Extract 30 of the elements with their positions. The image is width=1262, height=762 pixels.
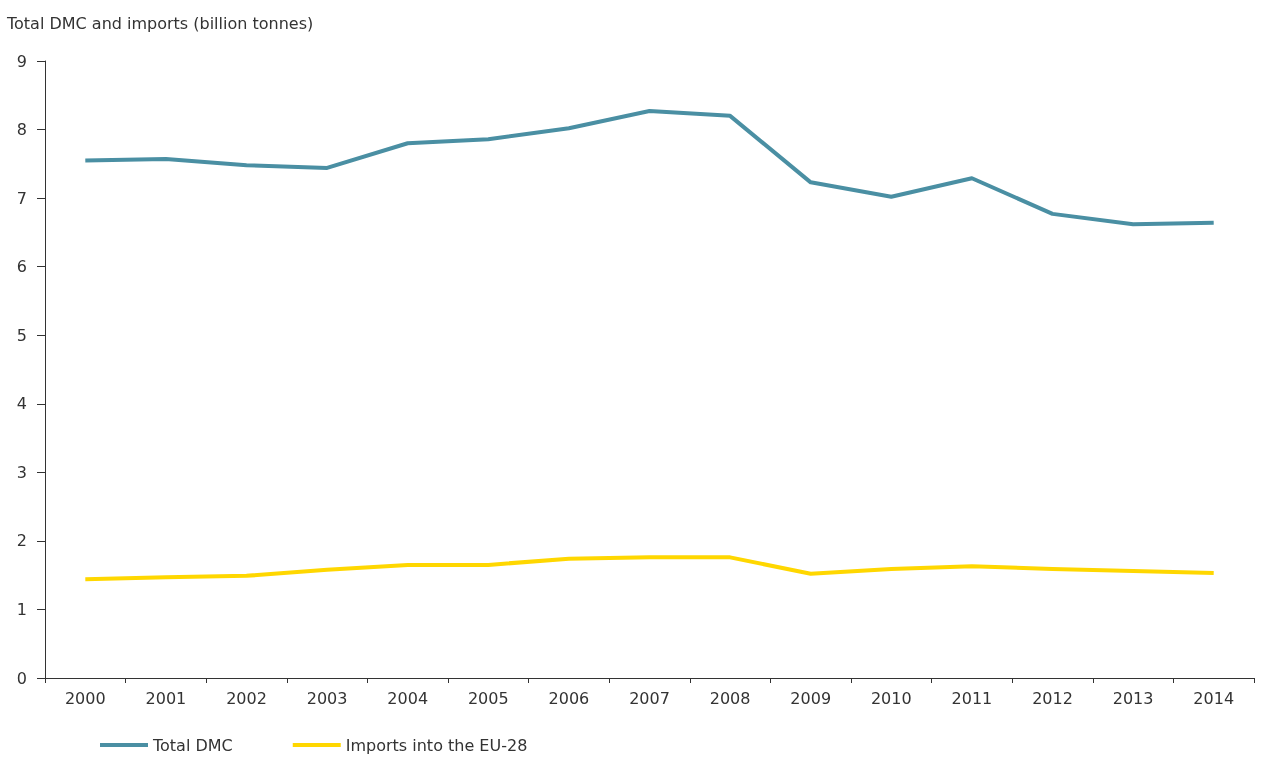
x-tick-label: 2000 <box>64 688 106 708</box>
legend-label: Imports into the EU-28 <box>345 735 528 755</box>
x-tick-label: 2014 <box>1193 688 1235 708</box>
x-tick-label: 2002 <box>226 688 267 708</box>
x-tick-label: 2011 <box>951 688 993 708</box>
y-tick-label: 0 <box>16 668 27 688</box>
x-tick-label: 2012 <box>1032 688 1073 708</box>
x-tick-label: 2010 <box>870 688 912 708</box>
y-tick-label: 8 <box>16 120 27 140</box>
y-tick-label: 5 <box>16 325 27 345</box>
x-tick-label: 2001 <box>145 688 187 708</box>
x-tick-label: 2004 <box>387 688 429 708</box>
y-tick-label: 9 <box>16 51 27 71</box>
line-series <box>83 109 1216 227</box>
line-series <box>83 555 1216 582</box>
y-axis-title: Total DMC and imports (billion tonnes) <box>6 13 314 33</box>
y-tick-label: 7 <box>16 188 27 208</box>
y-tick-label: 2 <box>16 531 27 551</box>
y-tick-label: 1 <box>16 599 27 619</box>
y-tick-label: 3 <box>16 462 27 482</box>
x-tick-label: 2007 <box>629 688 670 708</box>
x-tick-label: 2013 <box>1112 688 1154 708</box>
x-tick-label: 2008 <box>709 688 751 708</box>
x-tick-label: 2003 <box>306 688 348 708</box>
legend-label: Total DMC <box>152 735 233 755</box>
x-tick-label: 2009 <box>790 688 832 708</box>
y-tick-label: 6 <box>16 257 27 277</box>
x-tick-label: 2006 <box>548 688 590 708</box>
x-tick-label: 2005 <box>467 688 509 708</box>
y-tick-label: 4 <box>16 394 27 414</box>
